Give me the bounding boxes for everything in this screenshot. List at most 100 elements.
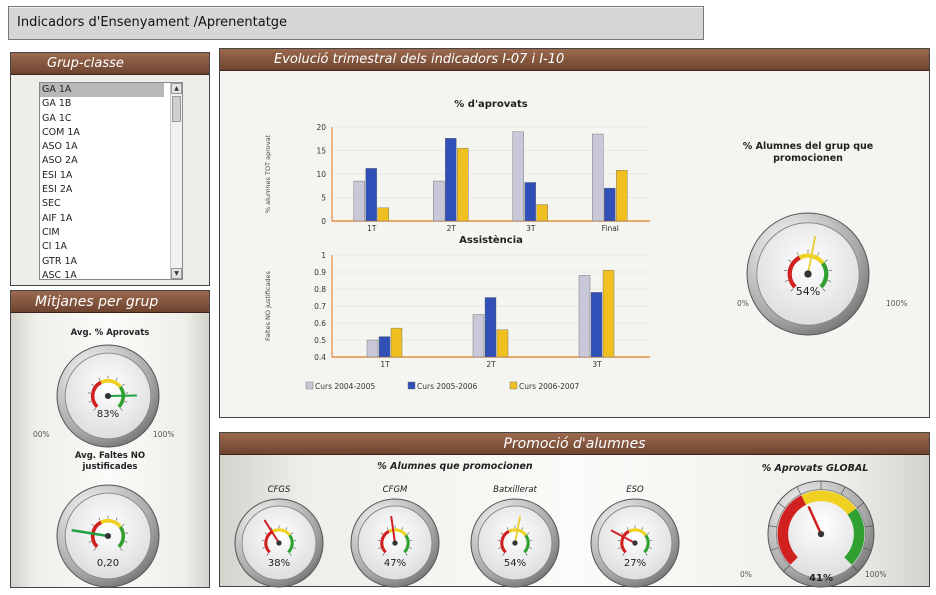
gauge-band bbox=[90, 380, 103, 409]
gauge-tick bbox=[824, 259, 828, 262]
promo-gauge-caption-1: % Alumnes del grup que bbox=[742, 141, 874, 152]
bar bbox=[353, 180, 365, 222]
gauge-tick bbox=[289, 553, 292, 556]
gauge-tick bbox=[88, 541, 92, 543]
gauge-tick bbox=[796, 252, 799, 256]
grup-listbox[interactable]: GA 1A GA 1B GA 1C COM 1A ASO 1A ASO 2A ESI 1A E… bbox=[39, 82, 183, 280]
gauge-tick bbox=[502, 553, 505, 556]
y-tick-label: 0.5 bbox=[314, 336, 326, 345]
gauge-tick bbox=[822, 288, 826, 292]
listbox-scrollbar[interactable]: ▲ ▼ bbox=[170, 83, 182, 279]
scroll-up-icon[interactable]: ▲ bbox=[171, 83, 182, 94]
bar bbox=[524, 182, 536, 222]
grup-list-item[interactable]: ESI 1A bbox=[42, 169, 73, 181]
y-tick-label: 0 bbox=[321, 217, 326, 226]
gauge-band bbox=[388, 528, 407, 537]
global-gauge bbox=[767, 480, 875, 588]
global-gauge-max-label: 100% bbox=[865, 570, 887, 579]
grup-list-item[interactable]: ASC 1A bbox=[42, 269, 77, 280]
y-tick-label: 0.8 bbox=[314, 285, 326, 294]
bar bbox=[592, 133, 604, 222]
grup-list-item[interactable]: ESI 2A bbox=[42, 184, 73, 196]
promo-gauge-value: 38% bbox=[267, 558, 291, 569]
grup-list-item[interactable]: CI 1A bbox=[42, 241, 67, 253]
gauge-needle bbox=[610, 529, 636, 544]
gauge-tick bbox=[409, 547, 412, 549]
gauge-needle bbox=[263, 519, 280, 544]
gauge-tick bbox=[828, 269, 833, 272]
gauge-tick bbox=[817, 252, 820, 256]
gauge-band bbox=[777, 495, 807, 565]
global-gauge-value: 41% bbox=[809, 573, 833, 584]
grup-list-item[interactable]: CIM bbox=[42, 226, 60, 238]
evolucio-charts: % d'aprovats % alumnes TOT aprovat 0 5 10 15 2… bbox=[264, 99, 650, 391]
gauge-tick bbox=[645, 553, 648, 556]
evolucio-panel-header: Evolució trimestral dels indicadors I-07… bbox=[220, 49, 929, 71]
promo-gauge-value: 54% bbox=[503, 558, 527, 569]
x-tick-label: Final bbox=[602, 224, 619, 233]
gauge-hub bbox=[817, 530, 825, 538]
scroll-thumb[interactable] bbox=[172, 96, 181, 122]
gauge-tick bbox=[618, 547, 621, 549]
grup-list-item[interactable]: GTR 1A bbox=[42, 255, 77, 267]
gauge-band bbox=[620, 529, 630, 554]
gauge-tick bbox=[790, 288, 794, 292]
grup-classe-panel: Grup-classe GA 1A GA 1B GA 1C COM 1A ASO 1A A… bbox=[10, 52, 210, 286]
avg-faltes-caption-2: justificades bbox=[82, 462, 138, 472]
evolucio-panel: Evolució trimestral dels indicadors I-07… bbox=[219, 48, 930, 418]
promo-gauge-batxillerat bbox=[470, 498, 560, 588]
global-gauge-min-label: 0% bbox=[740, 570, 752, 579]
gauge-tick bbox=[386, 527, 389, 530]
gauge-hub bbox=[632, 540, 638, 546]
promo-gauge-eso bbox=[590, 498, 680, 588]
gauge-tick bbox=[88, 401, 92, 403]
gauge-band bbox=[264, 529, 274, 554]
gauge-band bbox=[500, 529, 510, 554]
bar bbox=[378, 336, 391, 358]
bar bbox=[590, 292, 603, 358]
y-tick-label: 0.7 bbox=[314, 302, 326, 311]
avg-aprovats-caption: Avg. % Aprovats bbox=[70, 328, 150, 338]
mitjanes-title: Mitjanes per grup bbox=[35, 294, 159, 310]
grup-list-item[interactable]: ASO 1A bbox=[42, 141, 78, 153]
promo-gauge-value: 47% bbox=[383, 558, 407, 569]
gauge-band bbox=[403, 534, 410, 554]
gauge-band bbox=[523, 534, 530, 554]
gauge-band bbox=[117, 525, 126, 549]
gauge-hub bbox=[512, 540, 518, 546]
gauge-band bbox=[272, 528, 291, 537]
gauge-tick bbox=[380, 532, 384, 535]
gauge-hub bbox=[104, 392, 112, 400]
grup-list-item[interactable]: ASO 2A bbox=[42, 155, 78, 167]
gauge-tick bbox=[264, 532, 268, 535]
gauge-tick bbox=[620, 532, 624, 535]
scroll-down-icon[interactable]: ▼ bbox=[171, 268, 182, 279]
grup-list-item[interactable]: COM 1A bbox=[42, 126, 80, 138]
gauge-needle bbox=[807, 506, 823, 536]
grup-list-item[interactable]: SEC bbox=[42, 198, 61, 210]
bar bbox=[512, 131, 524, 222]
gauge-tick bbox=[788, 259, 792, 262]
grup-list-item[interactable]: GA 1A bbox=[40, 83, 164, 98]
bar bbox=[484, 297, 497, 358]
gauge-band bbox=[819, 261, 829, 289]
promo-gauge-label: CFGM bbox=[382, 485, 408, 495]
legend-entry: Curs 2006-2007 bbox=[519, 382, 579, 391]
grup-list-item[interactable]: GA 1B bbox=[42, 98, 72, 110]
promo-gauge-min-label: 0% bbox=[737, 299, 749, 308]
bar bbox=[602, 270, 615, 358]
promocio-panel-header: Promoció d'alumnes bbox=[220, 433, 929, 455]
promo-gauge-value: 27% bbox=[623, 558, 647, 569]
grup-list-item[interactable]: GA 1C bbox=[42, 112, 72, 124]
grup-list-item[interactable]: AIF 1A bbox=[42, 212, 73, 224]
chart-title: Assistència bbox=[459, 234, 523, 246]
gauge-tick bbox=[506, 527, 509, 530]
gauge-needle bbox=[514, 516, 521, 544]
gauge-tick bbox=[796, 486, 802, 495]
gauge-tick bbox=[768, 525, 778, 528]
chart-title: % d'aprovats bbox=[454, 99, 527, 110]
legend-swatch bbox=[509, 381, 518, 390]
y-tick-label: 10 bbox=[316, 170, 326, 179]
gauge-tick bbox=[770, 547, 779, 551]
promo-gauge-cfgm bbox=[350, 498, 440, 588]
